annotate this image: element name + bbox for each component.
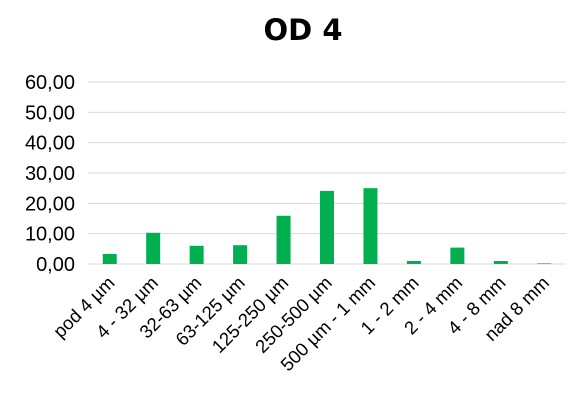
bar <box>276 215 291 264</box>
y-tick-label: 40,00 <box>25 133 75 155</box>
bar <box>537 263 552 264</box>
bar <box>146 232 161 264</box>
y-axis-tick-labels: 0,00 10,00 20,00 30,00 40,00 50,00 60,00 <box>25 72 75 276</box>
y-tick-label: 60,00 <box>25 72 75 94</box>
y-tick-label: 10,00 <box>25 224 75 246</box>
bar <box>233 245 248 264</box>
bar <box>406 260 421 264</box>
bar <box>320 190 334 264</box>
bar <box>189 245 204 264</box>
bars <box>102 188 552 264</box>
bar <box>450 247 465 264</box>
y-tick-label: 0,00 <box>36 254 75 276</box>
bar <box>493 260 508 264</box>
y-tick-label: 50,00 <box>25 102 75 124</box>
y-tick-label: 20,00 <box>25 193 75 215</box>
bar <box>363 188 378 264</box>
y-tick-label: 30,00 <box>25 163 75 185</box>
chart-title: OD 4 <box>264 13 343 47</box>
bar <box>102 253 117 264</box>
